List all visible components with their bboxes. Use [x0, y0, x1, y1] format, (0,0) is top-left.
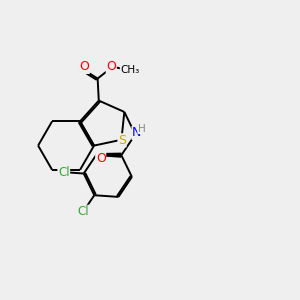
Text: S: S [118, 134, 126, 147]
Text: CH₃: CH₃ [120, 65, 140, 75]
Text: O: O [80, 60, 89, 74]
Text: Cl: Cl [77, 205, 89, 218]
Text: H: H [138, 124, 146, 134]
Text: N: N [132, 127, 142, 140]
Text: Cl: Cl [58, 166, 70, 178]
Text: O: O [106, 60, 116, 73]
Text: O: O [96, 152, 106, 165]
